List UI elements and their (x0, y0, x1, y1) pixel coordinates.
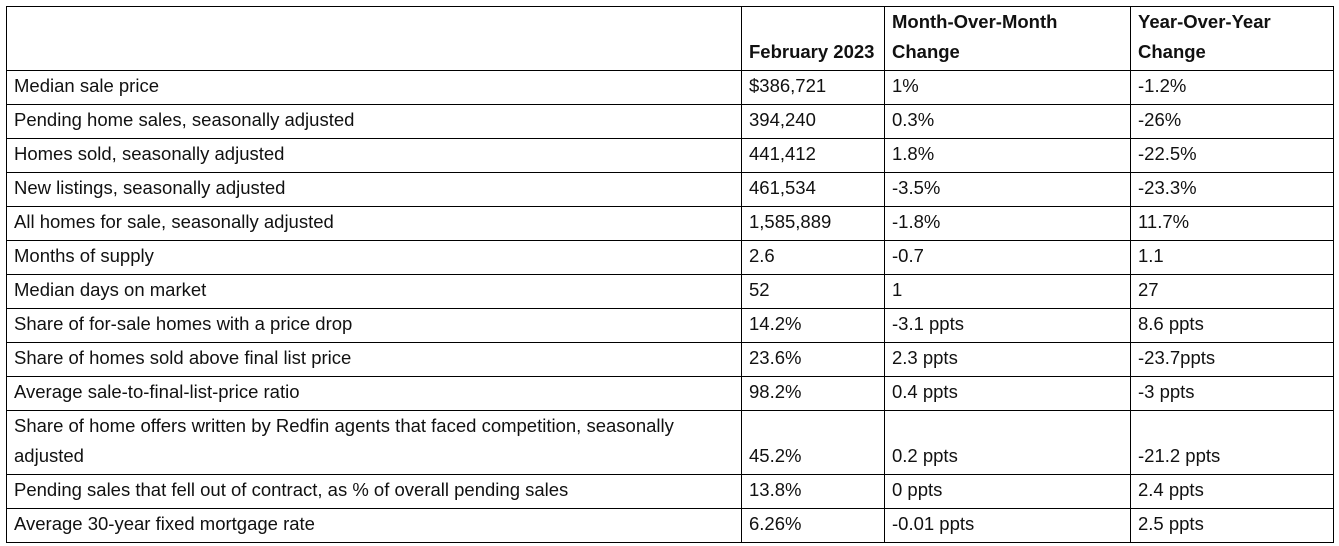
row-label: Pending home sales, seasonally adjusted (6, 104, 742, 139)
table-row: Share of homes sold above final list pri… (6, 342, 1334, 377)
row-label: Share of home offers written by Redfin a… (6, 410, 742, 475)
table-body: Median sale price $386,721 1% -1.2% Pending … (6, 70, 1334, 543)
cell: -1.2% (1130, 70, 1334, 105)
cell: -3.5% (884, 172, 1131, 207)
row-label: Median days on market (6, 274, 742, 309)
data-table: February 2023 Month-Over-Month Change Year… (6, 6, 1334, 543)
table-row: Median sale price $386,721 1% -1.2% (6, 70, 1334, 105)
header-cell: Month-Over-Month Change (884, 6, 1131, 71)
table-row: Months of supply 2.6 -0.7 1.1 (6, 240, 1334, 275)
header-cell: Year-Over-Year Change (1130, 6, 1334, 71)
header-cell (6, 6, 742, 71)
cell: 1.1 (1130, 240, 1334, 275)
cell: 11.7% (1130, 206, 1334, 241)
table-row: Median days on market 52 1 27 (6, 274, 1334, 309)
cell: 441,412 (741, 138, 885, 173)
cell: 0.2 ppts (884, 410, 1131, 475)
cell: 2.4 ppts (1130, 474, 1334, 509)
cell: -3 ppts (1130, 376, 1334, 411)
cell: 394,240 (741, 104, 885, 139)
table-row: Pending home sales, seasonally adjusted 3… (6, 104, 1334, 139)
cell: 0.4 ppts (884, 376, 1131, 411)
header-cell: February 2023 (741, 6, 885, 71)
cell: -0.7 (884, 240, 1131, 275)
table-row: Average sale-to-final-list-price ratio 98… (6, 376, 1334, 411)
cell: $386,721 (741, 70, 885, 105)
cell: 8.6 ppts (1130, 308, 1334, 343)
cell: 2.3 ppts (884, 342, 1131, 377)
row-label: Pending sales that fell out of contract,… (6, 474, 742, 509)
row-label: Months of supply (6, 240, 742, 275)
cell: -1.8% (884, 206, 1131, 241)
cell: 2.5 ppts (1130, 508, 1334, 543)
table-row: Share of for-sale homes with a price dro… (6, 308, 1334, 343)
cell: 1,585,889 (741, 206, 885, 241)
cell: 52 (741, 274, 885, 309)
cell: 2.6 (741, 240, 885, 275)
cell: 1 (884, 274, 1131, 309)
row-label: Share of homes sold above final list pri… (6, 342, 742, 377)
row-label: New listings, seasonally adjusted (6, 172, 742, 207)
row-label: Homes sold, seasonally adjusted (6, 138, 742, 173)
cell: 0 ppts (884, 474, 1131, 509)
row-label: Share of for-sale homes with a price dro… (6, 308, 742, 343)
row-label: Median sale price (6, 70, 742, 105)
cell: -3.1 ppts (884, 308, 1131, 343)
cell: -21.2 ppts (1130, 410, 1334, 475)
table-row: Pending sales that fell out of contract,… (6, 474, 1334, 509)
cell: 1% (884, 70, 1131, 105)
cell: -26% (1130, 104, 1334, 139)
cell: -23.3% (1130, 172, 1334, 207)
cell: 45.2% (741, 410, 885, 475)
cell: 461,534 (741, 172, 885, 207)
row-label: Average 30-year fixed mortgage rate (6, 508, 742, 543)
table-row: New listings, seasonally adjusted 461,534… (6, 172, 1334, 207)
cell: -23.7ppts (1130, 342, 1334, 377)
cell: 13.8% (741, 474, 885, 509)
cell: 6.26% (741, 508, 885, 543)
cell: -22.5% (1130, 138, 1334, 173)
table-row: Homes sold, seasonally adjusted 441,412 1.… (6, 138, 1334, 173)
table-row: Average 30-year fixed mortgage rate 6.26%… (6, 508, 1334, 543)
row-label: Average sale-to-final-list-price ratio (6, 376, 742, 411)
cell: 98.2% (741, 376, 885, 411)
header-row: February 2023 Month-Over-Month Change Year… (6, 6, 1334, 71)
table-row: All homes for sale, seasonally adjusted 1… (6, 206, 1334, 241)
cell: 0.3% (884, 104, 1131, 139)
row-label: All homes for sale, seasonally adjusted (6, 206, 742, 241)
cell: 23.6% (741, 342, 885, 377)
cell: 14.2% (741, 308, 885, 343)
table-row: Share of home offers written by Redfin a… (6, 410, 1334, 475)
cell: 1.8% (884, 138, 1131, 173)
cell: 27 (1130, 274, 1334, 309)
cell: -0.01 ppts (884, 508, 1131, 543)
